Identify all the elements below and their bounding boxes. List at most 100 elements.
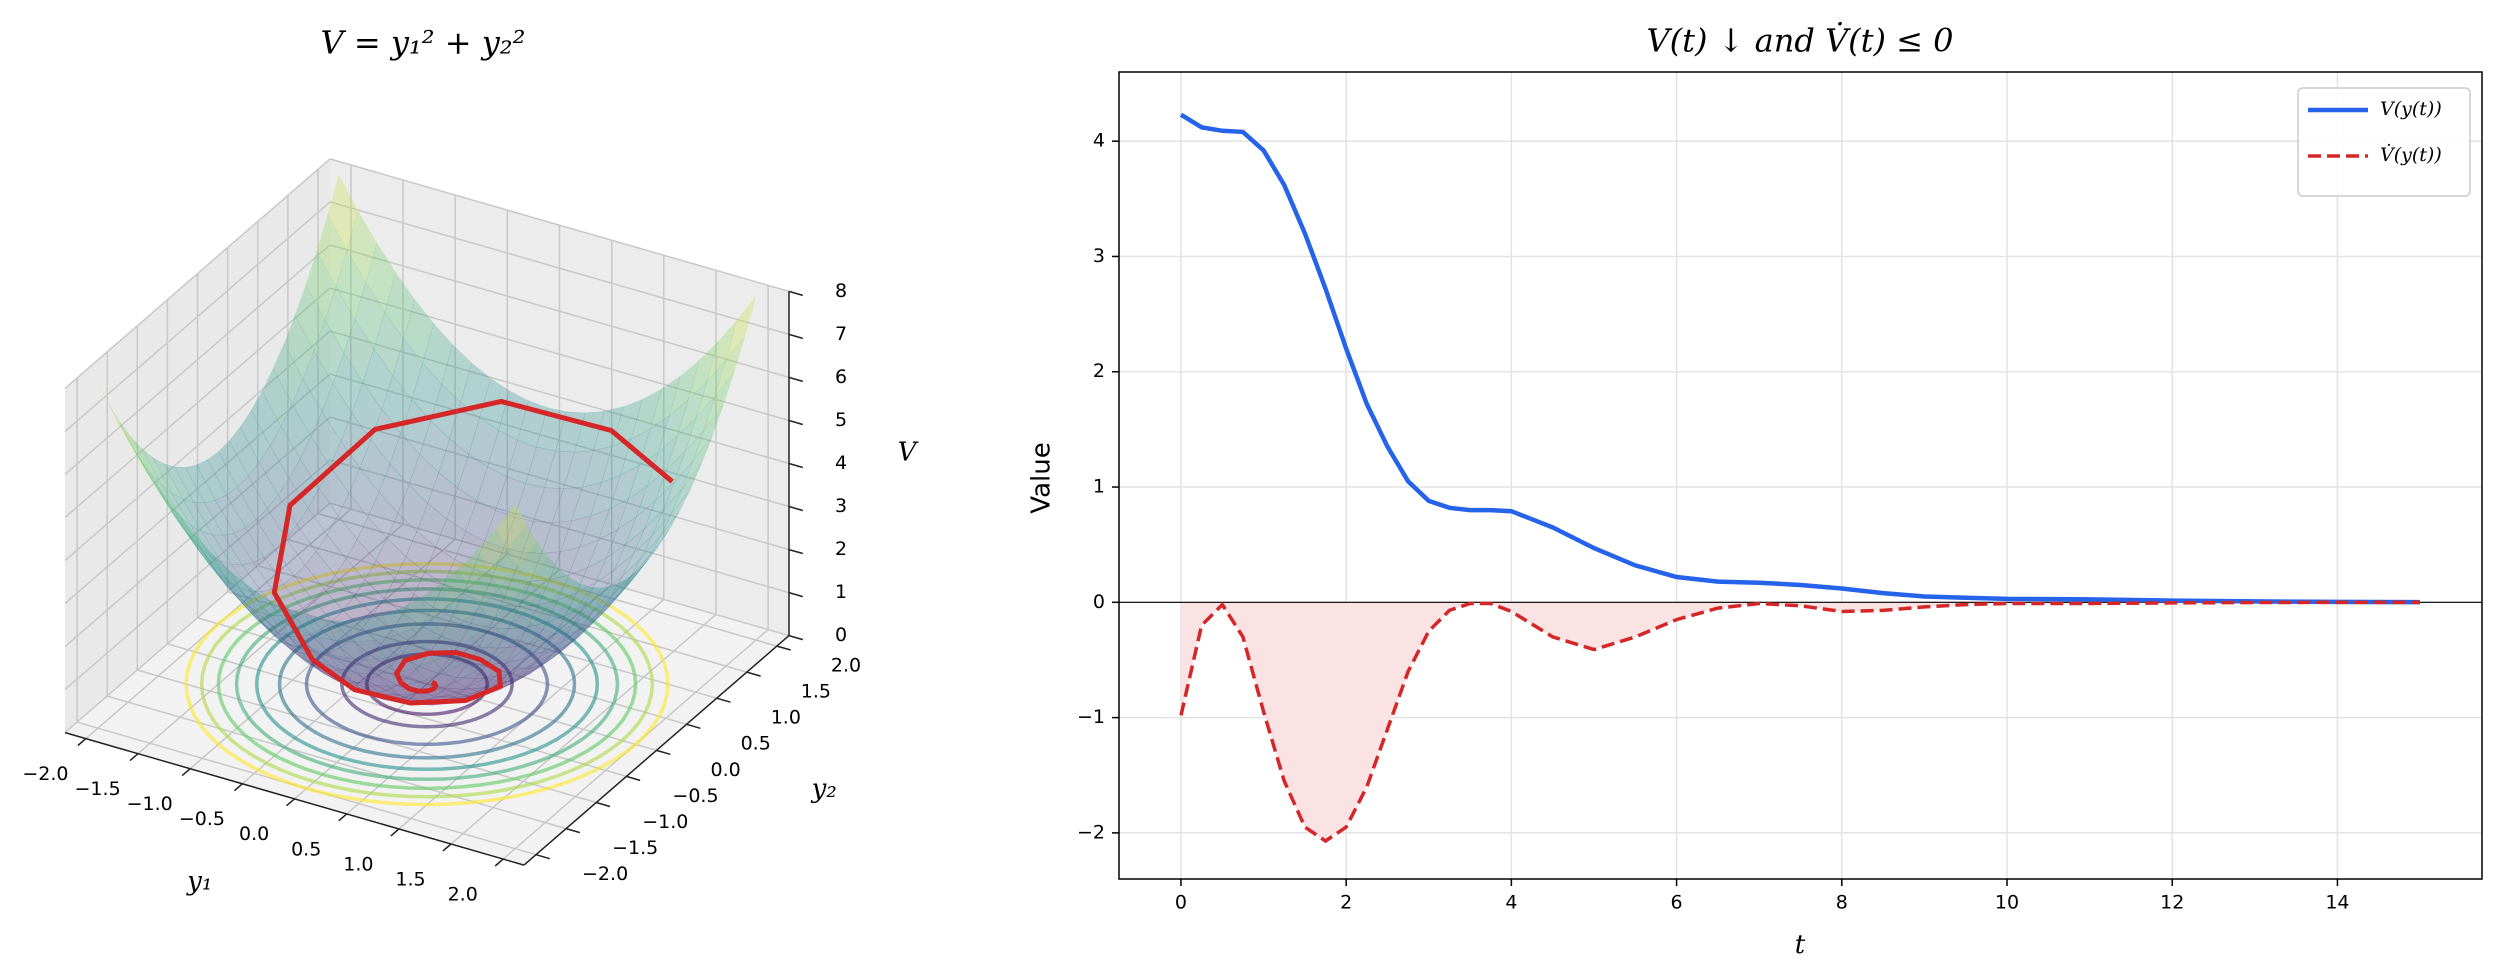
surface-patch	[575, 604, 606, 632]
y-tick-label: 1	[1093, 476, 1105, 498]
surface-patch	[511, 551, 543, 582]
surface-patch	[695, 359, 727, 418]
surface-patch	[625, 500, 656, 545]
surface-patch	[641, 513, 672, 558]
surface-patch	[481, 575, 513, 606]
surface-patch	[528, 556, 560, 594]
surface-patch	[274, 635, 305, 661]
legend-label: V(y(t))	[2380, 98, 2442, 120]
surface-patch	[644, 481, 675, 530]
surface-patch	[149, 471, 180, 517]
surface-patch	[614, 528, 645, 571]
surface-patch	[386, 512, 418, 558]
surface-patch	[165, 501, 196, 547]
surface-patch	[346, 657, 378, 675]
surface-patch	[368, 684, 401, 696]
legend-label: V̇(y(t))	[2380, 144, 2442, 166]
surface-patch	[556, 625, 587, 651]
surface-patch	[181, 498, 214, 536]
surface-patch	[356, 516, 388, 562]
surface-patch	[357, 672, 390, 687]
surface-patch	[214, 569, 245, 607]
surface-patch	[510, 665, 541, 685]
z-tick-label: 5	[835, 409, 847, 431]
grid-line	[197, 617, 657, 752]
surface-patch	[388, 656, 420, 678]
surface-patch	[552, 486, 583, 523]
surface-patch	[421, 606, 453, 637]
surface-patch	[550, 577, 582, 609]
axis-line	[523, 635, 790, 866]
surface-patch	[218, 440, 249, 488]
surface-patch	[671, 463, 702, 514]
surface-patch	[674, 429, 705, 483]
x-tick-label: 2	[1340, 892, 1352, 914]
surface-patch	[638, 530, 669, 573]
y-tick-label: 1.5	[801, 681, 831, 703]
surface-patch	[506, 439, 537, 484]
x-tick-label: −1.0	[127, 793, 173, 815]
y-tick-label: 0	[1093, 591, 1105, 613]
surface-patch	[693, 405, 724, 461]
surface-patch	[479, 587, 511, 623]
tick-mark	[77, 738, 87, 747]
grid-line	[329, 287, 790, 422]
surface-patch	[116, 419, 148, 473]
surface-patch	[464, 676, 496, 690]
surface-patch	[241, 562, 273, 593]
surface-patch	[359, 439, 391, 493]
surface-patch	[567, 617, 598, 646]
y-tick-label: 4	[1093, 130, 1105, 152]
grid-line	[329, 330, 790, 465]
surface-patch	[408, 453, 440, 504]
surface-patch	[261, 368, 293, 428]
surface-patch	[252, 609, 283, 640]
x-tick-label: 1.5	[395, 868, 425, 890]
surface-patch	[170, 491, 203, 533]
surface-patch	[502, 664, 534, 684]
surface-patch	[269, 425, 301, 480]
surface-patch	[297, 629, 330, 655]
tick-mark	[338, 813, 348, 822]
surface-patch	[487, 429, 518, 478]
surface-patch	[266, 626, 297, 652]
surface-patch	[633, 509, 664, 555]
grid-line	[106, 695, 567, 830]
surface-patch	[534, 632, 566, 653]
y-tick-label: −2.0	[582, 863, 628, 885]
grid-line	[64, 373, 331, 605]
surface-patch	[583, 568, 616, 606]
surface-patch	[419, 420, 451, 474]
surface-patch	[492, 547, 524, 581]
contour	[234, 587, 620, 782]
tick-mark	[233, 783, 243, 792]
surface-patch	[304, 550, 336, 590]
surface-patch	[553, 604, 586, 636]
surface-patch	[97, 383, 129, 440]
surface-patch	[338, 668, 371, 686]
surface-patch	[436, 681, 468, 696]
tick-mark	[626, 775, 641, 782]
surface-patch	[418, 652, 450, 674]
surface-patch	[563, 450, 594, 490]
y-tick-label: −2	[1077, 821, 1105, 843]
surface-patch	[304, 660, 335, 680]
surface-patch	[214, 494, 246, 534]
surface-patch	[581, 595, 612, 629]
surface-patch	[174, 466, 206, 504]
surface-patch	[677, 380, 708, 437]
surface-patch	[560, 515, 591, 553]
grid-line	[329, 201, 790, 336]
y-tick-label: −0.5	[672, 785, 718, 807]
surface-patch	[540, 641, 571, 667]
surface-patch	[331, 609, 363, 640]
surface-patch	[548, 636, 579, 662]
surface-patch	[294, 284, 326, 352]
surface-patch	[354, 639, 386, 660]
surface-patch	[437, 659, 469, 678]
surface-patch	[305, 250, 337, 321]
surface-patch	[339, 639, 371, 664]
surface-patch	[452, 687, 485, 698]
surface-patch	[285, 524, 317, 566]
surface-patch	[605, 515, 638, 559]
